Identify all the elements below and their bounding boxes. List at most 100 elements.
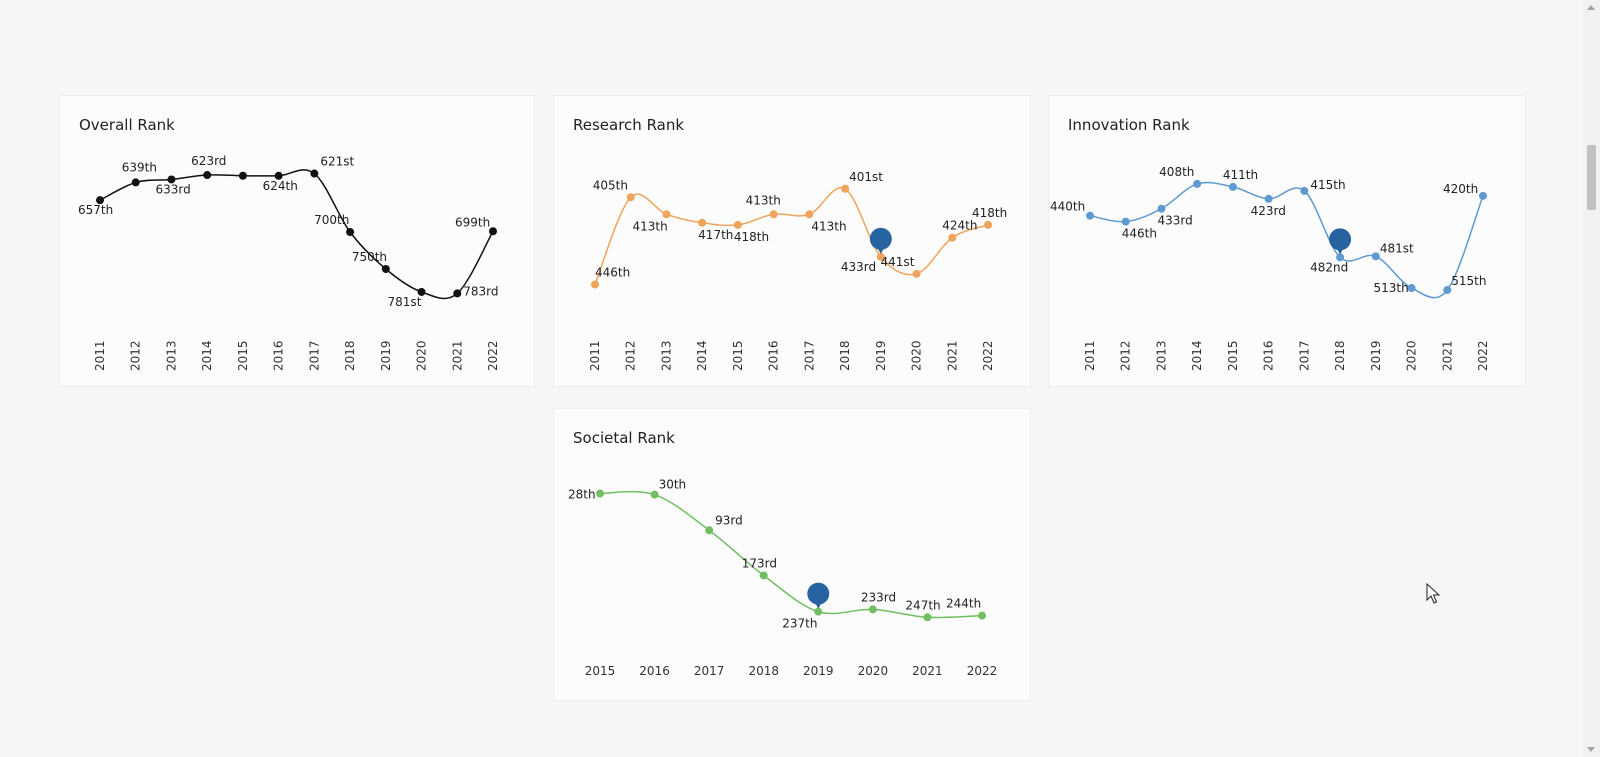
x-tick-label: 2019	[1369, 340, 1383, 371]
x-tick-label: 2022	[1476, 340, 1490, 371]
data-point[interactable]	[1336, 253, 1345, 262]
data-point[interactable]	[1300, 186, 1309, 195]
data-point[interactable]	[274, 171, 283, 180]
scroll-down-arrow-icon[interactable]	[1587, 747, 1595, 752]
data-point[interactable]	[1121, 217, 1130, 226]
data-point[interactable]	[662, 210, 671, 219]
x-tick-label: 2013	[1154, 340, 1168, 371]
data-point[interactable]	[626, 193, 635, 202]
series-line	[599, 490, 983, 619]
data-point[interactable]	[1371, 252, 1380, 261]
data-point[interactable]	[1479, 191, 1487, 200]
x-tick-label: 2011	[1083, 340, 1097, 371]
data-label: 247th	[905, 598, 940, 612]
data-point[interactable]	[238, 171, 247, 180]
data-point[interactable]	[805, 210, 814, 219]
x-tick-label: 2020	[858, 664, 889, 678]
x-tick-label: 2018	[838, 340, 852, 371]
data-label: 481st	[1380, 241, 1414, 255]
data-point[interactable]	[1193, 179, 1202, 188]
data-point[interactable]	[759, 571, 768, 580]
data-point[interactable]	[167, 175, 176, 184]
x-tick-label: 2012	[624, 340, 638, 371]
data-label: 633rd	[155, 182, 190, 196]
x-tick-label: 2021	[1440, 340, 1454, 371]
data-label: 30th	[659, 478, 687, 492]
data-point[interactable]	[868, 605, 877, 614]
current-year-marker-icon[interactable]	[869, 227, 892, 254]
data-label: 418th	[972, 206, 1007, 220]
data-point[interactable]	[596, 489, 604, 498]
societal-rank-chart: 28th 2015 30th 2016 93rd 2017 173rd 2018 237th 20…	[568, 478, 998, 678]
innovation-rank-chart: 440th 2011 446th 2012 433rd 2013 408th 2014 411t…	[1050, 165, 1490, 371]
data-point[interactable]	[1086, 211, 1094, 220]
data-label: 446th	[1122, 227, 1157, 241]
data-point[interactable]	[346, 228, 355, 236]
data-point[interactable]	[489, 227, 497, 236]
data-point[interactable]	[978, 611, 986, 620]
x-tick-label: 2021	[945, 340, 959, 371]
overall-rank-card: Overall Rank 657th 2011 639th 2012 633rd 2013…	[59, 95, 535, 387]
x-tick-label: 2014	[1190, 340, 1204, 371]
data-point[interactable]	[1443, 286, 1452, 295]
data-label: 423rd	[1251, 204, 1286, 218]
data-point[interactable]	[912, 269, 921, 278]
x-tick-label: 2018	[748, 664, 779, 678]
data-point[interactable]	[698, 218, 707, 227]
societal-rank-card: Societal Rank 28th 2015 30th 2016 93rd 2017 17…	[553, 408, 1031, 701]
data-point[interactable]	[1407, 284, 1416, 293]
data-label: 482nd	[1310, 260, 1348, 274]
data-point[interactable]	[310, 169, 319, 178]
data-label: 781st	[388, 295, 422, 309]
data-label: 420th	[1443, 182, 1478, 196]
current-year-marker-icon[interactable]	[1329, 228, 1352, 255]
overall-rank-title: Overall Rank	[79, 116, 175, 134]
x-tick-label: 2015	[236, 340, 250, 371]
x-tick-label: 2017	[802, 340, 816, 371]
data-point[interactable]	[96, 196, 104, 205]
x-tick-label: 2019	[874, 340, 888, 371]
vertical-scrollbar[interactable]	[1583, 0, 1600, 757]
x-tick-label: 2016	[639, 664, 670, 678]
data-point[interactable]	[1157, 204, 1166, 213]
data-point[interactable]	[733, 220, 742, 229]
data-point[interactable]	[984, 220, 992, 229]
data-point[interactable]	[705, 526, 714, 535]
data-label: 623rd	[191, 154, 226, 168]
data-label: 441st	[881, 255, 915, 269]
scrollbar-thumb[interactable]	[1587, 145, 1596, 210]
data-point[interactable]	[948, 233, 957, 242]
data-label: 408th	[1159, 165, 1194, 179]
data-point[interactable]	[131, 178, 140, 187]
x-tick-label: 2022	[981, 340, 995, 371]
x-tick-label: 2016	[1262, 340, 1276, 371]
data-point[interactable]	[417, 287, 426, 296]
x-tick-label: 2012	[1119, 340, 1133, 371]
data-point[interactable]	[923, 613, 932, 622]
x-tick-label: 2011	[588, 340, 602, 371]
data-point[interactable]	[814, 607, 823, 616]
x-tick-label: 2011	[93, 340, 107, 371]
data-point[interactable]	[1264, 194, 1273, 203]
data-label: 233rd	[861, 590, 896, 604]
x-tick-label: 2015	[585, 664, 616, 678]
data-point[interactable]	[650, 490, 659, 499]
data-point[interactable]	[841, 184, 850, 193]
data-label: 624th	[263, 179, 298, 193]
x-tick-label: 2017	[307, 340, 321, 371]
research-rank-card: Research Rank 446th 2011 405th 2012 413th 201…	[553, 95, 1031, 387]
x-tick-label: 2016	[767, 340, 781, 371]
x-tick-label: 2022	[967, 664, 998, 678]
x-tick-label: 2018	[1333, 340, 1347, 371]
data-point[interactable]	[381, 265, 390, 273]
data-label: 433rd	[841, 260, 876, 274]
data-point[interactable]	[769, 210, 778, 219]
data-point[interactable]	[591, 280, 599, 289]
data-point[interactable]	[876, 252, 885, 261]
data-label: 639th	[122, 160, 157, 174]
data-point[interactable]	[453, 289, 462, 298]
data-point[interactable]	[1228, 182, 1237, 191]
current-year-marker-icon[interactable]	[807, 582, 830, 609]
data-point[interactable]	[203, 171, 212, 180]
scroll-up-arrow-icon[interactable]	[1587, 5, 1595, 10]
